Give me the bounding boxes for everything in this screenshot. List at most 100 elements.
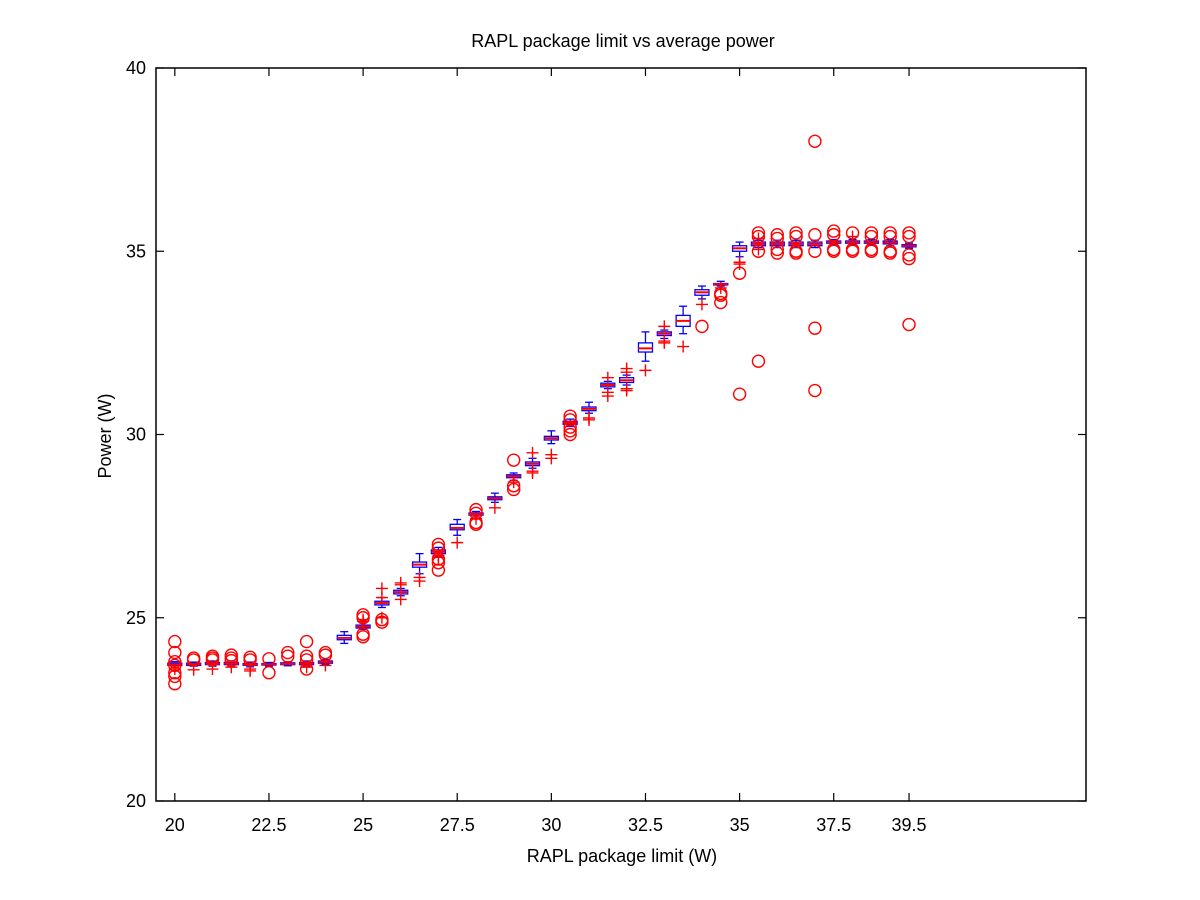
outlier-circle — [714, 295, 728, 310]
outlier-plus — [658, 320, 671, 333]
chart-title: RAPL package limit vs average power — [471, 31, 774, 51]
outlier-circle — [902, 248, 916, 262]
x-tick-label: 39.5 — [892, 815, 927, 835]
y-tick-label: 30 — [126, 425, 146, 445]
outlier-plus — [601, 371, 614, 384]
outlier-circle — [864, 226, 879, 240]
box-group — [280, 645, 296, 667]
outlier-circle — [431, 541, 446, 555]
outlier-plus — [733, 258, 746, 271]
box-group — [826, 224, 842, 258]
outlier-plus — [451, 536, 464, 549]
box-group — [562, 409, 578, 442]
outlier-circle — [506, 482, 521, 497]
outlier-circle — [751, 226, 766, 240]
outlier-plus — [394, 593, 407, 606]
box-group — [242, 650, 258, 677]
outlier-circle — [789, 246, 803, 260]
x-tick-label: 20 — [165, 815, 185, 835]
outlier-plus — [526, 466, 539, 479]
outlier-circle — [770, 246, 784, 260]
outlier-circle — [808, 321, 822, 335]
outlier-circle — [902, 317, 916, 332]
outlier-circle — [243, 653, 257, 667]
outlier-circle — [431, 563, 446, 577]
outlier-circle — [770, 231, 784, 246]
box-group — [844, 226, 861, 258]
x-tick-label: 32.5 — [628, 815, 663, 835]
box-group — [600, 371, 616, 403]
outlier-circle — [469, 502, 483, 517]
outlier-circle — [563, 409, 577, 423]
outlier-circle — [714, 288, 728, 302]
outlier-circle — [883, 229, 897, 244]
outlier-circle — [732, 266, 747, 280]
outlier-circle — [695, 319, 709, 334]
outlier-plus — [601, 390, 614, 403]
box-group — [393, 576, 409, 606]
outlier-plus — [206, 663, 219, 676]
outlier-circle — [356, 630, 370, 644]
outlier-circle — [827, 244, 841, 258]
outlier-plus — [695, 298, 708, 311]
box-group — [807, 134, 823, 398]
box-group — [167, 634, 183, 691]
box-group — [506, 453, 522, 497]
box-group — [411, 552, 428, 588]
outlier-plus — [375, 591, 388, 604]
outlier-circle — [902, 251, 916, 266]
outlier-circle — [563, 427, 577, 442]
x-tick-label: 30 — [541, 815, 561, 835]
y-tick-label: 20 — [126, 791, 146, 811]
outlier-plus — [394, 578, 407, 591]
outlier-circle — [563, 424, 577, 438]
axis-ticks: 20 22.5 25 27.5 30 32.5 35 37.5 39.5 20 25 30 35 40 — [126, 58, 1086, 835]
outlier-circle — [375, 615, 389, 629]
outlier-circle — [808, 228, 822, 242]
box-group — [863, 226, 880, 258]
box-group — [430, 537, 447, 577]
outlier-plus — [545, 452, 558, 465]
outlier-circle — [808, 383, 822, 398]
outlier-circle — [281, 649, 295, 663]
outlier-plus — [488, 501, 501, 514]
box-group — [449, 518, 465, 549]
outlier-circle — [751, 354, 766, 368]
box-group — [788, 226, 804, 260]
outlier-circle — [431, 537, 446, 552]
outlier-circle — [883, 246, 897, 260]
outlier-circle — [205, 653, 220, 667]
outlier-circle — [469, 506, 483, 520]
outlier-circle — [902, 226, 916, 240]
box-group — [487, 492, 503, 514]
outlier-circle — [168, 666, 182, 680]
outlier-circle — [299, 649, 314, 663]
box-group — [298, 634, 315, 676]
box-group — [204, 649, 221, 676]
box-group — [656, 320, 672, 349]
outlier-circle — [299, 653, 314, 667]
outlier-circle — [262, 666, 276, 680]
x-tick-label: 22.5 — [251, 815, 286, 835]
outlier-circle — [168, 658, 182, 673]
outlier-circle — [186, 653, 201, 667]
outlier-circle — [770, 228, 784, 242]
x-axis-label: RAPL package limit (W) — [527, 846, 717, 866]
box-group — [223, 648, 239, 674]
outlier-circle — [751, 244, 766, 258]
x-tick-label: 25 — [353, 815, 373, 835]
outlier-circle — [356, 611, 370, 625]
outlier-circle — [770, 242, 784, 257]
outlier-plus — [244, 664, 257, 677]
box-group — [468, 502, 484, 531]
outlier-circle — [168, 677, 182, 691]
outlier-plus — [582, 413, 595, 426]
outlier-circle — [168, 634, 182, 649]
x-tick-label: 37.5 — [816, 815, 851, 835]
outlier-circle — [864, 244, 879, 258]
box-group — [675, 305, 691, 353]
y-tick-label: 35 — [126, 241, 146, 261]
outlier-circle — [902, 229, 916, 244]
outlier-circle — [469, 517, 483, 531]
